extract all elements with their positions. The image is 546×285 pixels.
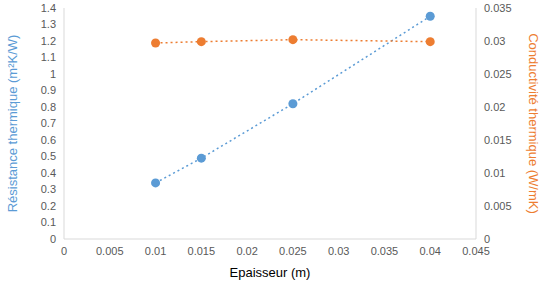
svg-text:0.7: 0.7: [41, 117, 56, 129]
svg-text:0.9: 0.9: [41, 84, 56, 96]
svg-text:0.005: 0.005: [484, 200, 512, 212]
svg-text:0.005: 0.005: [96, 245, 124, 257]
svg-text:0.04: 0.04: [420, 245, 441, 257]
svg-text:Résistance thermique (m²K/W): Résistance thermique (m²K/W): [8, 35, 20, 213]
svg-text:Epaisseur (m): Epaisseur (m): [230, 265, 311, 280]
svg-text:0.1: 0.1: [41, 216, 56, 228]
svg-text:0.025: 0.025: [484, 68, 512, 80]
svg-text:0.01: 0.01: [145, 245, 166, 257]
svg-text:0.035: 0.035: [484, 2, 512, 14]
svg-text:1.2: 1.2: [41, 35, 56, 47]
svg-text:1: 1: [50, 68, 56, 80]
svg-text:Conductivité thermique (W/mK): Conductivité thermique (W/mK): [526, 33, 538, 214]
svg-text:0.2: 0.2: [41, 200, 56, 212]
svg-text:0.4: 0.4: [41, 167, 56, 179]
svg-text:1.4: 1.4: [41, 2, 56, 14]
svg-text:0.02: 0.02: [236, 245, 257, 257]
svg-text:0.03: 0.03: [484, 35, 505, 47]
svg-text:0.025: 0.025: [279, 245, 307, 257]
svg-text:0.015: 0.015: [188, 245, 216, 257]
svg-text:0.6: 0.6: [41, 134, 56, 146]
svg-text:0.3: 0.3: [41, 183, 56, 195]
svg-text:0.02: 0.02: [484, 101, 505, 113]
svg-text:0.5: 0.5: [41, 150, 56, 162]
svg-text:1.3: 1.3: [41, 18, 56, 30]
svg-text:1.1: 1.1: [41, 51, 56, 63]
svg-text:0.015: 0.015: [484, 134, 512, 146]
svg-text:0.03: 0.03: [328, 245, 349, 257]
svg-text:0: 0: [50, 233, 56, 245]
svg-text:0.045: 0.045: [462, 245, 490, 257]
svg-text:0.01: 0.01: [484, 167, 505, 179]
svg-text:0: 0: [61, 245, 67, 257]
svg-text:0: 0: [484, 233, 490, 245]
svg-text:0.8: 0.8: [41, 101, 56, 113]
svg-text:0.035: 0.035: [371, 245, 399, 257]
